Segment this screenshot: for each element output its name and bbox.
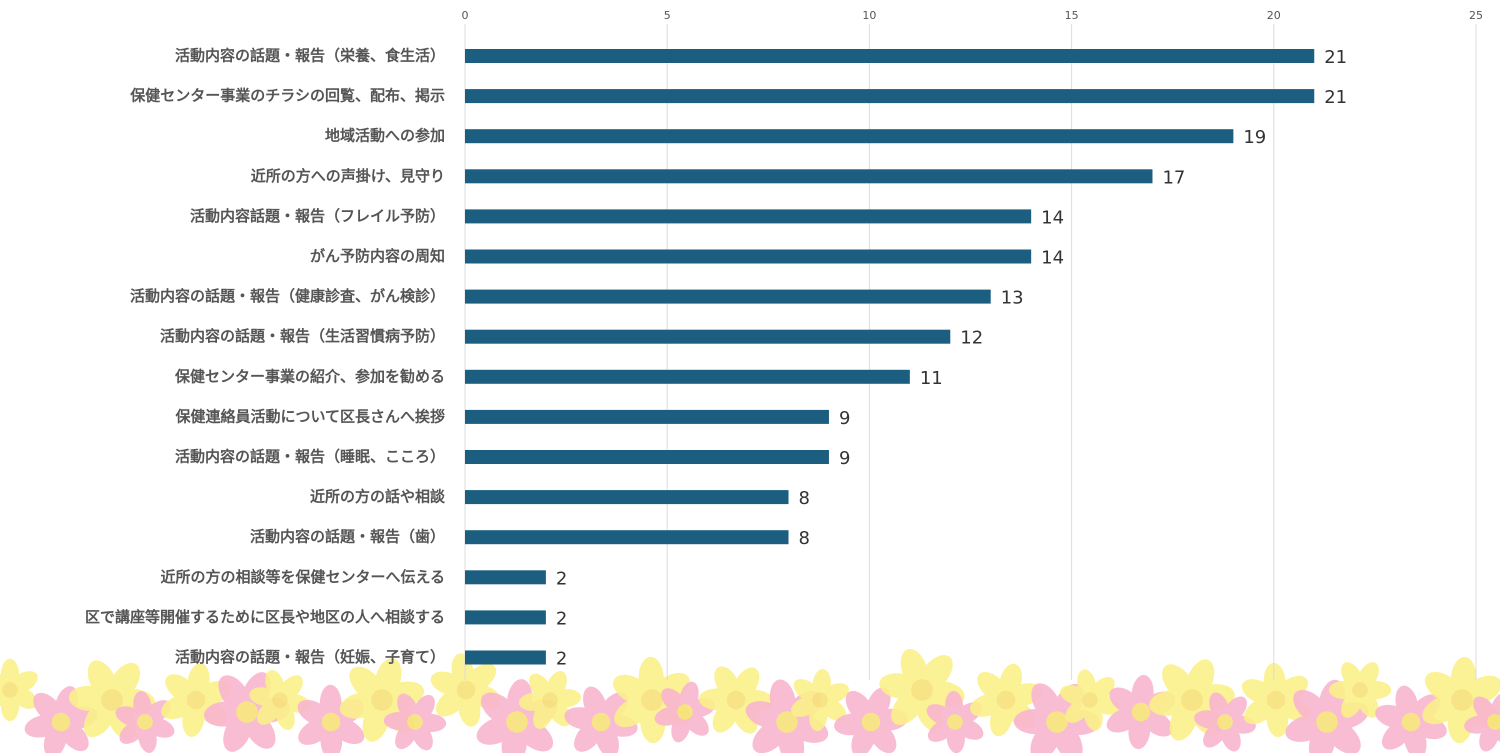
- category-label: 保健センター事業の紹介、参加を勧める: [174, 367, 445, 385]
- category-label: 活動内容の話題・報告（栄養、食生活）: [175, 47, 445, 65]
- bar: [465, 651, 546, 665]
- bar: [465, 490, 789, 504]
- value-label: 14: [1041, 207, 1064, 228]
- value-label: 21: [1324, 87, 1347, 108]
- bar: [465, 209, 1031, 223]
- bar: [465, 450, 829, 464]
- value-label: 2: [556, 568, 567, 589]
- category-label: 活動内容の話題・報告（健康診査、がん検診）: [130, 287, 445, 305]
- value-label: 13: [1001, 288, 1024, 309]
- bar: [465, 410, 829, 424]
- category-label: 近所の方の相談等を保健センターへ伝える: [160, 568, 445, 586]
- value-label: 9: [839, 448, 850, 469]
- category-label: 保健連絡員活動について区長さんへ挨拶: [174, 407, 445, 425]
- bar: [465, 530, 789, 544]
- bar: [465, 169, 1152, 183]
- category-label: 地域活動への参加: [325, 127, 445, 145]
- bar: [465, 129, 1233, 143]
- x-tick-label: 15: [1065, 9, 1079, 22]
- value-label: 12: [960, 328, 983, 349]
- bar: [465, 330, 950, 344]
- x-tick-label: 20: [1267, 9, 1281, 22]
- bar: [465, 570, 546, 584]
- category-label: 区で講座等開催するために区長や地区の人へ相談する: [85, 608, 445, 626]
- category-label: がん予防内容の周知: [310, 247, 445, 265]
- category-label: 活動内容の話題・報告（睡眠、こころ）: [175, 448, 445, 466]
- x-tick-label: 0: [462, 9, 469, 22]
- value-label: 19: [1243, 127, 1266, 148]
- value-label: 9: [839, 408, 850, 429]
- bar: [465, 49, 1314, 63]
- category-label: 活動内容話題・報告（フレイル予防）: [190, 207, 445, 225]
- category-label: 活動内容の話題・報告（妊娠、子育て）: [175, 648, 445, 666]
- value-label: 2: [556, 649, 567, 670]
- bar: [465, 250, 1031, 264]
- bar: [465, 610, 546, 624]
- x-tick-label: 10: [862, 9, 876, 22]
- category-label: 活動内容の話題・報告（歯）: [250, 528, 445, 546]
- flower: [0, 659, 42, 721]
- category-label: 活動内容の話題・報告（生活習慣病予防）: [160, 327, 445, 345]
- category-label: 近所の方への声掛け、見守り: [251, 167, 445, 185]
- bar: [465, 290, 991, 304]
- x-tick-label: 25: [1469, 9, 1483, 22]
- value-label: 17: [1162, 167, 1185, 188]
- category-label: 近所の方の話や相談: [310, 488, 446, 506]
- value-label: 2: [556, 608, 567, 629]
- bar: [465, 89, 1314, 103]
- value-label: 8: [799, 488, 810, 509]
- x-tick-label: 5: [664, 9, 671, 22]
- chart: 0 5 10 15 20 25 活動内容の話題・報告（栄養、食生活） 21 保健センター事業のチ…: [0, 0, 1500, 753]
- category-label: 保健センター事業のチラシの回覧、配布、掲示: [129, 87, 445, 105]
- value-label: 8: [799, 528, 810, 549]
- value-label: 11: [920, 368, 943, 389]
- page: {"chart_data": {"type": "bar", "orientat…: [0, 0, 1500, 753]
- value-label: 21: [1324, 47, 1347, 68]
- value-label: 14: [1041, 248, 1064, 269]
- bar: [465, 370, 910, 384]
